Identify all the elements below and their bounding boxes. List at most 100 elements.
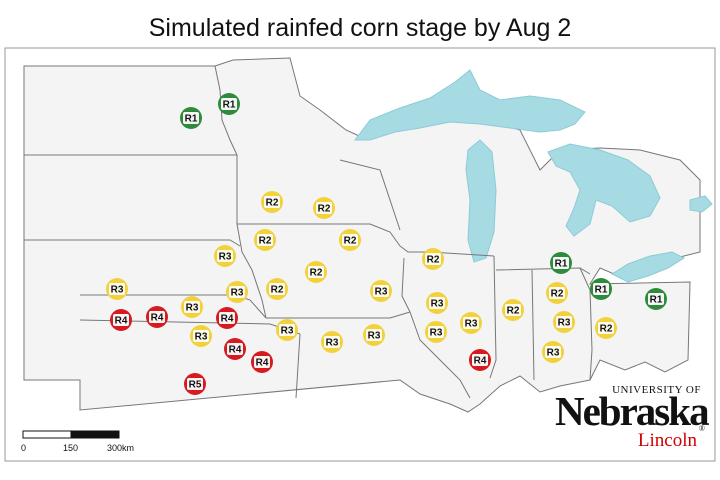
stage-marker-box (429, 297, 445, 309)
stage-marker-r1: R1 (645, 288, 667, 310)
stage-marker-box (505, 304, 521, 316)
stage-marker-r4: R4 (251, 351, 273, 373)
stage-marker-label: R2 (259, 236, 272, 247)
stage-marker-label: R2 (318, 204, 331, 215)
stage-marker-label: R1 (595, 285, 608, 296)
stage-marker-label: R3 (430, 328, 443, 339)
logo-registered: ® (698, 424, 705, 433)
scale-label-300km: 300km (107, 443, 134, 453)
stage-marker-label: R2 (427, 255, 440, 266)
stage-marker-box (229, 286, 245, 298)
stage-marker-box (187, 378, 203, 390)
stage-marker-box (553, 257, 569, 269)
stage-marker-r2: R2 (261, 191, 283, 213)
stage-marker-box (221, 98, 237, 110)
stage-marker-r4: R4 (146, 306, 168, 328)
stage-marker-label: R4 (221, 314, 234, 325)
scale-bar-white (22, 430, 72, 439)
stage-marker-box (257, 234, 273, 246)
stage-marker-r3: R3 (425, 321, 447, 343)
stage-marker-r3: R3 (214, 245, 236, 267)
lake-superior (354, 69, 586, 141)
stage-marker-box (598, 322, 614, 334)
stage-marker-label: R1 (185, 114, 198, 125)
stage-marker-r4: R4 (224, 338, 246, 360)
stage-marker-r3: R3 (106, 278, 128, 300)
stage-marker-label: R2 (271, 285, 284, 296)
scale-bar: 0 150 300km (21, 430, 134, 453)
stage-marker-label: R2 (600, 324, 613, 335)
stage-marker-r2: R2 (339, 229, 361, 251)
stage-marker-r1: R1 (218, 93, 240, 115)
stage-marker-box (149, 311, 165, 323)
stage-marker-r1: R1 (590, 278, 612, 300)
stage-marker-box (308, 266, 324, 278)
stage-marker-r2: R2 (422, 248, 444, 270)
stage-marker-label: R2 (310, 268, 323, 279)
stage-marker-box (109, 283, 125, 295)
stage-marker-label: R3 (195, 332, 208, 343)
stage-marker-box (219, 312, 235, 324)
lake-michigan (465, 139, 497, 263)
stage-marker-box (593, 283, 609, 295)
stage-marker-r5: R5 (184, 373, 206, 395)
stage-marker-r3: R3 (190, 325, 212, 347)
stage-marker-box (217, 250, 233, 262)
stage-marker-r2: R2 (595, 317, 617, 339)
stage-marker-r2: R2 (546, 282, 568, 304)
stage-marker-box (549, 287, 565, 299)
stage-marker-r4: R4 (110, 309, 132, 331)
logo-university: UNIVERSITY OF (612, 384, 701, 396)
stage-marker-box (184, 301, 200, 313)
stage-marker-r3: R3 (426, 292, 448, 314)
stage-marker-box (373, 285, 389, 297)
great-lakes (354, 69, 713, 283)
stage-marker-label: R3 (368, 331, 381, 342)
stage-marker-label: R4 (151, 313, 164, 324)
unl-logo: UNIVERSITY OF Nebraska ® Lincoln (545, 384, 715, 454)
stage-marker-box (183, 112, 199, 124)
scale-label-0: 0 (21, 443, 26, 453)
stage-marker-box (269, 283, 285, 295)
stage-marker-box (254, 356, 270, 368)
stage-marker-r3: R3 (542, 341, 564, 363)
stage-marker-box (366, 329, 382, 341)
stage-marker-box (425, 253, 441, 265)
stage-marker-label: R1 (650, 295, 663, 306)
stage-marker-label: R3 (111, 285, 124, 296)
stage-marker-box (193, 330, 209, 342)
stage-marker-label: R3 (219, 252, 232, 263)
map-title: Simulated rainfed corn stage by Aug 2 (148, 14, 572, 42)
stage-marker-label: R2 (266, 198, 279, 209)
stage-marker-label: R1 (223, 100, 236, 111)
stage-marker-box (316, 202, 332, 214)
stage-marker-label: R3 (547, 348, 560, 359)
stage-marker-label: R3 (281, 326, 294, 337)
stage-marker-label: R4 (474, 356, 487, 367)
stage-marker-label: R4 (256, 358, 269, 369)
stage-marker-r2: R2 (502, 299, 524, 321)
stage-marker-label: R2 (507, 306, 520, 317)
stage-marker-r2: R2 (305, 261, 327, 283)
stage-marker-label: R3 (231, 288, 244, 299)
stage-marker-box (556, 316, 572, 328)
stage-marker-box (428, 326, 444, 338)
stage-marker-label: R2 (344, 236, 357, 247)
stage-marker-label: R3 (186, 303, 199, 314)
stage-marker-box (279, 324, 295, 336)
region-map: R1 R1 R2 R2 R2 R2 R3 R2 R2 R3 R3 R2 R3 R3 R4 R4 R4 R3 R3 R3… (4, 47, 716, 462)
stage-markers: R1 R1 R2 R2 R2 R2 R3 R2 R2 R3 R3 R2 R3 R3 R4 R4 R4 R3 R3 R3… (106, 93, 667, 395)
stage-marker-label: R3 (326, 338, 339, 349)
stage-marker-r3: R3 (363, 324, 385, 346)
stage-marker-r3: R3 (276, 319, 298, 341)
stage-marker-box (227, 343, 243, 355)
stage-marker-label: R3 (375, 287, 388, 298)
lake-huron (547, 143, 661, 237)
stage-marker-box (545, 346, 561, 358)
stage-marker-r2: R2 (254, 229, 276, 251)
stage-marker-label: R1 (555, 259, 568, 270)
stage-marker-r3: R3 (370, 280, 392, 302)
stage-marker-r3: R3 (553, 311, 575, 333)
stage-marker-r2: R2 (266, 278, 288, 300)
stage-marker-box (472, 354, 488, 366)
